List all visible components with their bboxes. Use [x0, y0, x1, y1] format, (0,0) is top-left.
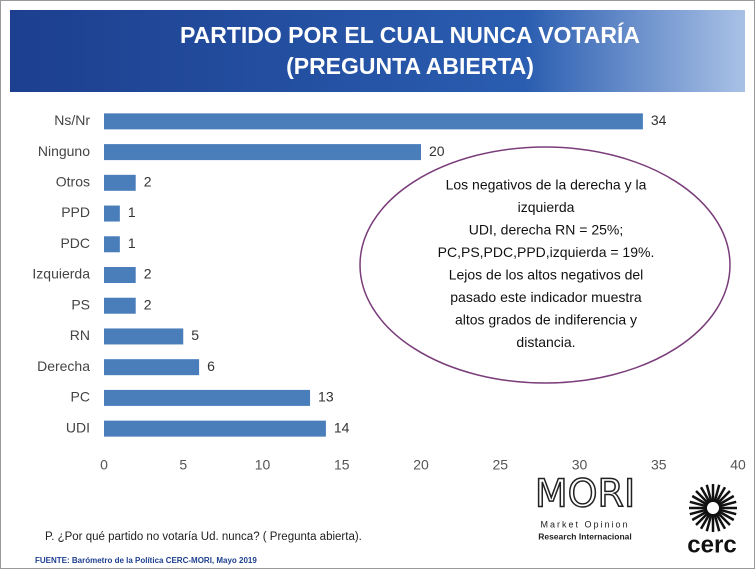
chart-title: (PREGUNTA ABIERTA): [286, 53, 534, 79]
bar: [104, 144, 421, 161]
burst-ray: [714, 486, 727, 504]
bar: [104, 328, 184, 345]
burst-ray: [718, 500, 737, 508]
y-tick-label: PC: [71, 389, 90, 405]
annotation-text: Lejos de los altos negativos del: [449, 267, 644, 283]
value-label: 1: [128, 235, 136, 251]
y-tick-label: PDC: [60, 235, 90, 251]
source-note: FUENTE: Barómetro de la Política CERC-MO…: [35, 556, 257, 565]
annotation-text: izquierda: [518, 199, 575, 215]
annotation-ellipse: [359, 146, 731, 384]
burst-ray: [716, 490, 731, 505]
value-label: 2: [144, 266, 152, 282]
x-tick-label: 30: [572, 457, 588, 473]
annotation-text: UDI, derecha RN = 25%;: [469, 222, 623, 238]
question-note: P. ¿Por qué partido no votaría Ud. nunca…: [45, 531, 362, 543]
x-tick-label: 15: [334, 457, 350, 473]
value-label: 14: [334, 419, 350, 435]
bar: [104, 267, 136, 283]
burst-ray: [717, 494, 735, 507]
bar: [104, 205, 120, 222]
annotation-text: PC,PS,PDC,PPD,izquierda = 19%.: [438, 244, 655, 260]
burst-ray: [718, 508, 737, 516]
burst-ray: [699, 486, 712, 504]
y-tick-label: UDI: [66, 419, 90, 435]
bar: [104, 389, 311, 406]
value-label: 34: [651, 112, 667, 128]
x-tick-label: 5: [179, 457, 187, 473]
y-tick-label: Derecha: [37, 358, 90, 374]
mori-logo: MORI: [535, 472, 635, 516]
burst-ray: [713, 513, 721, 532]
y-tick-label: Ninguno: [38, 143, 90, 159]
bar: [104, 359, 200, 376]
x-tick-label: 20: [413, 457, 429, 473]
cerc-burst: [689, 484, 737, 532]
burst-ray: [713, 484, 721, 503]
x-tick-label: 10: [255, 457, 271, 473]
value-label: 2: [144, 174, 152, 190]
y-tick-label: Ns/Nr: [54, 112, 90, 128]
mori-tagline: Research Internacional: [538, 531, 632, 541]
cerc-logo: cerc: [687, 531, 736, 558]
value-label: 2: [144, 296, 152, 312]
burst-ray: [714, 512, 727, 530]
mori-tagline: Market Opinion: [540, 519, 629, 529]
annotation-text: pasado este indicador muestra: [450, 289, 642, 305]
burst-ray: [691, 494, 709, 507]
burst-ray: [695, 511, 710, 526]
bar: [104, 174, 136, 191]
y-tick-label: Izquierda: [32, 266, 90, 282]
y-tick-label: RN: [70, 327, 90, 343]
x-tick-label: 25: [492, 457, 508, 473]
burst-ray: [716, 511, 731, 526]
burst-ray: [689, 500, 708, 508]
burst-ray: [689, 508, 708, 516]
bar: [104, 236, 120, 253]
bar: [104, 297, 136, 314]
x-tick-label: 0: [100, 457, 108, 473]
burst-ray: [705, 513, 713, 532]
burst-ray: [691, 509, 709, 522]
value-label: 13: [318, 389, 334, 405]
y-tick-label: PS: [71, 296, 90, 312]
y-tick-label: Otros: [56, 174, 90, 190]
annotation-text: distancia.: [516, 334, 575, 350]
bar: [104, 420, 326, 437]
bar: [104, 113, 643, 130]
annotation-text: altos grados de indiferencia y: [455, 312, 637, 328]
annotation-text: Los negativos de la derecha y la: [446, 177, 647, 193]
header-banner: [10, 10, 745, 92]
value-label: 20: [429, 143, 445, 159]
x-tick-label: 40: [730, 457, 746, 473]
burst-ray: [699, 512, 712, 530]
burst-ray: [717, 509, 735, 522]
value-label: 5: [191, 327, 199, 343]
burst-ray: [705, 484, 713, 503]
value-label: 6: [207, 358, 215, 374]
value-label: 1: [128, 204, 136, 220]
x-tick-label: 35: [651, 457, 667, 473]
y-tick-label: PPD: [61, 204, 90, 220]
burst-ray: [695, 490, 710, 505]
chart-title: PARTIDO POR EL CUAL NUNCA VOTARÍA: [180, 21, 640, 48]
